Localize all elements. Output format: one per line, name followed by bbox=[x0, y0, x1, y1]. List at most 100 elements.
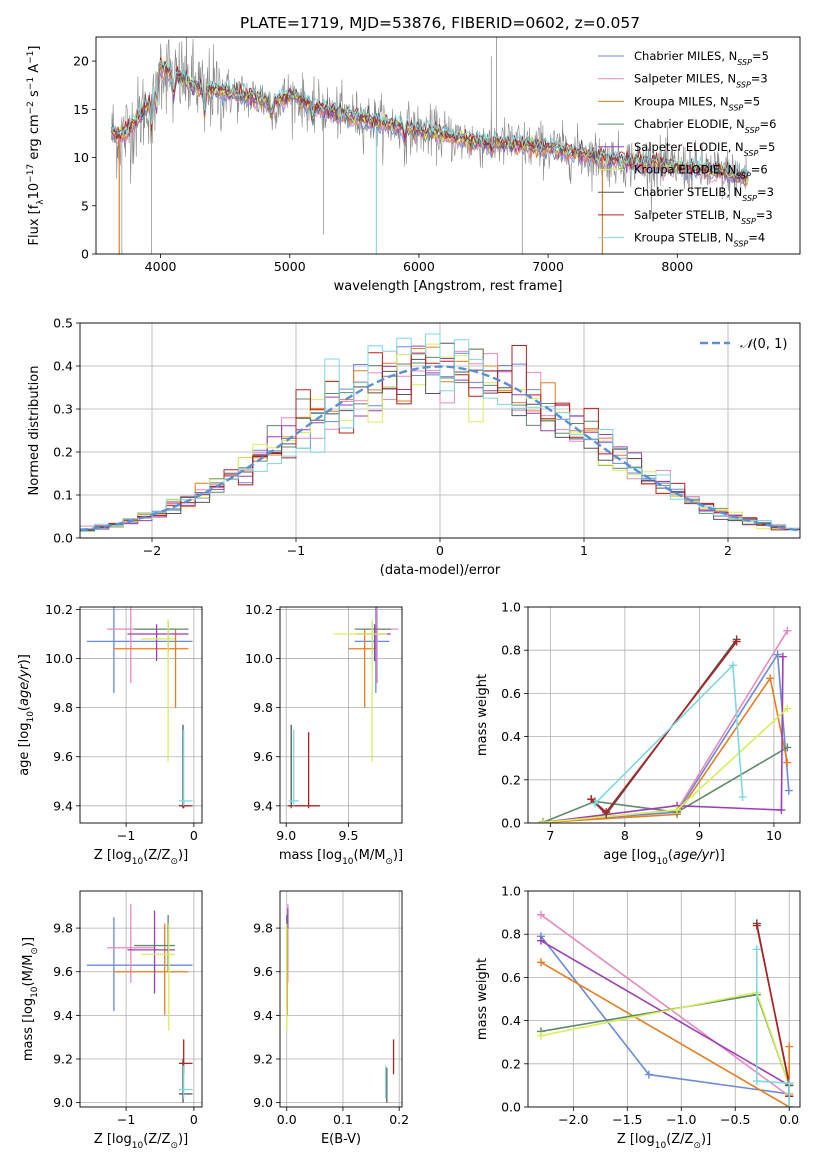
label-part: ⊙ bbox=[385, 857, 393, 867]
y-axis-label: age [log10(age/yr)] bbox=[17, 654, 36, 776]
label-part: −17 bbox=[26, 164, 36, 183]
x-axis-label: (data-model)/error bbox=[380, 563, 501, 578]
x-tick-label: 0.0 bbox=[779, 1112, 799, 1127]
label-part: SSP bbox=[736, 171, 751, 180]
legend-label-chabrier_miles: Chabrier MILES, NSSP=5 bbox=[634, 49, 769, 67]
y-tick-label: 9.6 bbox=[53, 749, 73, 764]
y-tick-label: 0.5 bbox=[53, 316, 73, 331]
y-tick-label: 10.2 bbox=[45, 602, 73, 617]
y-tick-label: 0.2 bbox=[501, 772, 521, 787]
x-tick-label: 0 bbox=[436, 543, 444, 558]
label-part: =6 bbox=[751, 163, 768, 177]
label-part: Kroupa MILES, N bbox=[634, 94, 729, 108]
x-tick-label: 0.1 bbox=[333, 1112, 353, 1127]
mass-weight-vs-metallicity-plot-area bbox=[536, 910, 794, 1107]
label-part: ⊙ bbox=[170, 1141, 178, 1151]
spectrum-panel: 4000 5000 6000 7000 8000 0 5 10 15 20 wavelength [… bbox=[26, 36, 801, 294]
label-part: SSP bbox=[737, 58, 752, 67]
label-part: wavelength [Angstrom, rest frame] bbox=[334, 279, 563, 294]
label-part: (0, 1) bbox=[752, 337, 787, 352]
x-axis-label: E(B-V) bbox=[321, 1132, 361, 1147]
label-part: age [log bbox=[17, 723, 32, 776]
series-marker-kroupa_stelib bbox=[591, 799, 600, 808]
age-vs-metallicity-plot-area bbox=[86, 607, 193, 809]
series-line-salpeter_miles bbox=[542, 630, 788, 823]
series-marker-kroupa_miles bbox=[783, 758, 792, 767]
y-tick-label: 0.4 bbox=[53, 359, 73, 374]
series-marker-salpeter_stelib bbox=[752, 921, 761, 930]
label-part: ( bbox=[17, 706, 32, 711]
label-part: age [log bbox=[603, 848, 656, 863]
y-tick-label: 0.8 bbox=[501, 927, 521, 942]
series-marker-kroupa_elodie bbox=[673, 806, 682, 815]
x-tick-label: 9.5 bbox=[339, 828, 359, 843]
x-tick-label: 0.2 bbox=[389, 1112, 409, 1127]
x-axis-label: mass [log10(M/M⊙)] bbox=[279, 848, 403, 867]
label-part: )] bbox=[178, 848, 188, 863]
label-part: =3 bbox=[757, 185, 774, 199]
y-axis-label: mass weight bbox=[475, 674, 490, 756]
series-line-kroupa_miles bbox=[540, 961, 790, 1107]
x-tick-label: −1.5 bbox=[612, 1112, 642, 1127]
series-marker-kroupa_stelib bbox=[752, 1077, 761, 1086]
label-part: Salpeter STELIB, N bbox=[634, 208, 741, 222]
label-part: =6 bbox=[760, 117, 777, 131]
series-marker-kroupa_miles bbox=[785, 1042, 794, 1051]
legend-label-gaussian: 𝒩(0, 1) bbox=[740, 337, 787, 352]
y-tick-label: 0.0 bbox=[501, 1100, 521, 1115]
y-tick-label: 0.8 bbox=[501, 643, 521, 658]
label-part: SSP bbox=[744, 148, 759, 157]
label-part: )] bbox=[21, 937, 36, 947]
age-vs-mass-panel: 9.0 9.5 9.4 9.6 9.8 10.0 10.2 mass [log10(M/M⊙)… bbox=[245, 602, 403, 867]
label-part: ⊙ bbox=[170, 857, 178, 867]
label-part: Salpeter MILES, N bbox=[634, 72, 736, 86]
mass-vs-metallicity-panel: −1 09.09.29.49.69.8Z [log10(Z/Z⊙)]mass [l… bbox=[21, 890, 203, 1151]
series-marker-salpeter_miles bbox=[783, 626, 792, 635]
series-marker-kroupa_elodie bbox=[538, 818, 547, 823]
y-tick-label: 9.4 bbox=[53, 1008, 73, 1023]
x-tick-label: 0.0 bbox=[277, 1112, 297, 1127]
x-tick-label: −2.0 bbox=[558, 1112, 588, 1127]
label-part: Salpeter ELODIE, N bbox=[634, 140, 744, 154]
series-marker-kroupa_elodie bbox=[783, 704, 792, 713]
y-tick-label: 10.0 bbox=[45, 651, 73, 666]
y-tick-label: 0.3 bbox=[53, 402, 73, 417]
series-line-chabrier_miles bbox=[542, 652, 790, 823]
x-tick-label: 6000 bbox=[403, 259, 435, 274]
series-marker-salpeter_elodie bbox=[778, 652, 787, 661]
series-marker-kroupa_stelib bbox=[752, 945, 761, 954]
label-part: 10 bbox=[27, 183, 42, 200]
y-tick-label: 0.6 bbox=[501, 970, 521, 985]
legend-label-kroupa_stelib: Kroupa STELIB, NSSP=4 bbox=[634, 231, 765, 249]
label-part: )] bbox=[393, 848, 403, 863]
legend-label-chabrier_elodie: Chabrier ELODIE, NSSP=6 bbox=[634, 117, 776, 135]
mass-vs-ebv-frame bbox=[279, 890, 403, 1108]
series-marker-kroupa_stelib bbox=[738, 793, 747, 802]
legend-label-salpeter_miles: Salpeter MILES, NSSP=3 bbox=[634, 72, 768, 90]
label-part: =4 bbox=[748, 231, 765, 245]
y-tick-label: 0.0 bbox=[501, 816, 521, 831]
x-tick-label: 8000 bbox=[661, 259, 693, 274]
x-tick-label: 8 bbox=[621, 828, 629, 843]
label-part: s bbox=[27, 90, 42, 101]
x-tick-label: 2 bbox=[724, 543, 732, 558]
series-line-salpeter_miles bbox=[540, 914, 790, 1098]
y-tick-label: 9.8 bbox=[53, 700, 73, 715]
age-vs-mass-plot-area bbox=[287, 607, 399, 809]
y-tick-label: 1.0 bbox=[501, 884, 521, 899]
y-tick-label: 10 bbox=[73, 150, 89, 165]
series-marker-salpeter_elodie bbox=[536, 936, 545, 945]
series-marker-chabrier_miles bbox=[773, 650, 782, 659]
series-marker-kroupa_miles bbox=[766, 674, 775, 683]
label-part: 10 bbox=[30, 986, 40, 998]
series-line-kroupa_elodie bbox=[540, 991, 790, 1094]
x-tick-label: −1 bbox=[287, 543, 305, 558]
label-part: (data-model)/error bbox=[380, 563, 501, 578]
x-tick-label: 9.0 bbox=[276, 828, 296, 843]
label-part: Normed distribution bbox=[27, 366, 42, 496]
label-part: SSP bbox=[745, 126, 760, 135]
x-tick-label: 0 bbox=[190, 1112, 198, 1127]
label-part: Chabrier ELODIE, N bbox=[634, 117, 745, 131]
x-tick-label: 9 bbox=[695, 828, 703, 843]
